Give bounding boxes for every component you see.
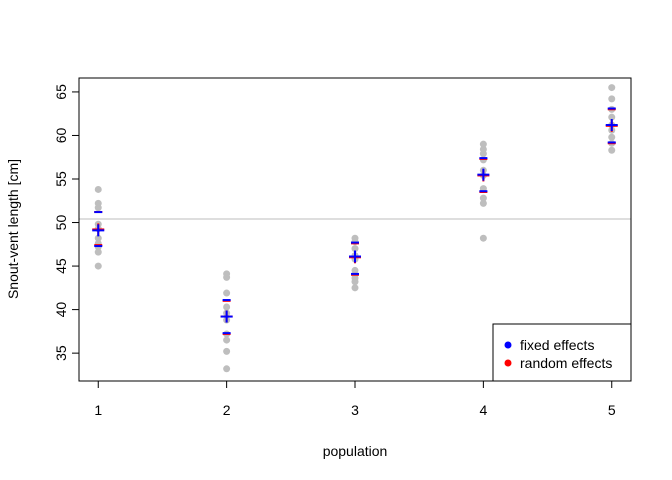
observation-point: [223, 365, 231, 373]
legend-label-random-effects: random effects: [520, 355, 612, 371]
effects-layer: [92, 107, 618, 335]
x-axis-title: population: [323, 443, 388, 459]
observation-point: [223, 273, 231, 281]
legend-label-fixed-effects: fixed effects: [520, 337, 594, 353]
observation-point: [94, 248, 102, 256]
observation-point: [608, 95, 616, 103]
observation-point: [94, 262, 102, 270]
y-tick-label: 35: [53, 345, 69, 361]
observation-point: [351, 278, 359, 286]
observation-point: [608, 133, 616, 141]
observation-point: [608, 84, 616, 92]
observation-point: [94, 204, 102, 212]
observation-point: [608, 146, 616, 154]
y-tick-label: 65: [53, 84, 69, 100]
observation-point: [223, 347, 231, 355]
legend-marker-random-effects: [504, 359, 512, 367]
y-axis: 35 40 45 50 55 60 65: [53, 84, 79, 361]
observation-point: [479, 199, 487, 207]
observation-point: [479, 140, 487, 148]
y-tick-label: 45: [53, 258, 69, 274]
x-tick-label: 4: [479, 402, 487, 418]
y-tick-label: 55: [53, 171, 69, 187]
y-axis-title: Snout-vent length [cm]: [5, 159, 21, 299]
observation-point: [479, 234, 487, 242]
x-tick-label: 5: [608, 402, 616, 418]
y-tick-label: 60: [53, 127, 69, 143]
x-tick-label: 1: [94, 402, 102, 418]
observation-point: [608, 113, 616, 121]
legend-box: [492, 323, 632, 382]
observation-point: [94, 234, 102, 242]
x-tick-label: 2: [223, 402, 231, 418]
observation-point: [223, 289, 231, 297]
observation-point: [479, 194, 487, 202]
y-tick-label: 40: [53, 302, 69, 318]
x-axis: 1 2 3 4 5: [94, 381, 616, 418]
legend-marker-fixed-effects: [504, 341, 512, 349]
observation-point: [223, 303, 231, 311]
observation-point: [351, 284, 359, 292]
observation-point: [94, 185, 102, 193]
y-tick-label: 50: [53, 215, 69, 231]
observation-point: [479, 150, 487, 158]
observation-point: [223, 336, 231, 344]
x-tick-label: 3: [351, 402, 359, 418]
legend: fixed effects random effects: [492, 323, 632, 382]
observation-point: [351, 245, 359, 253]
